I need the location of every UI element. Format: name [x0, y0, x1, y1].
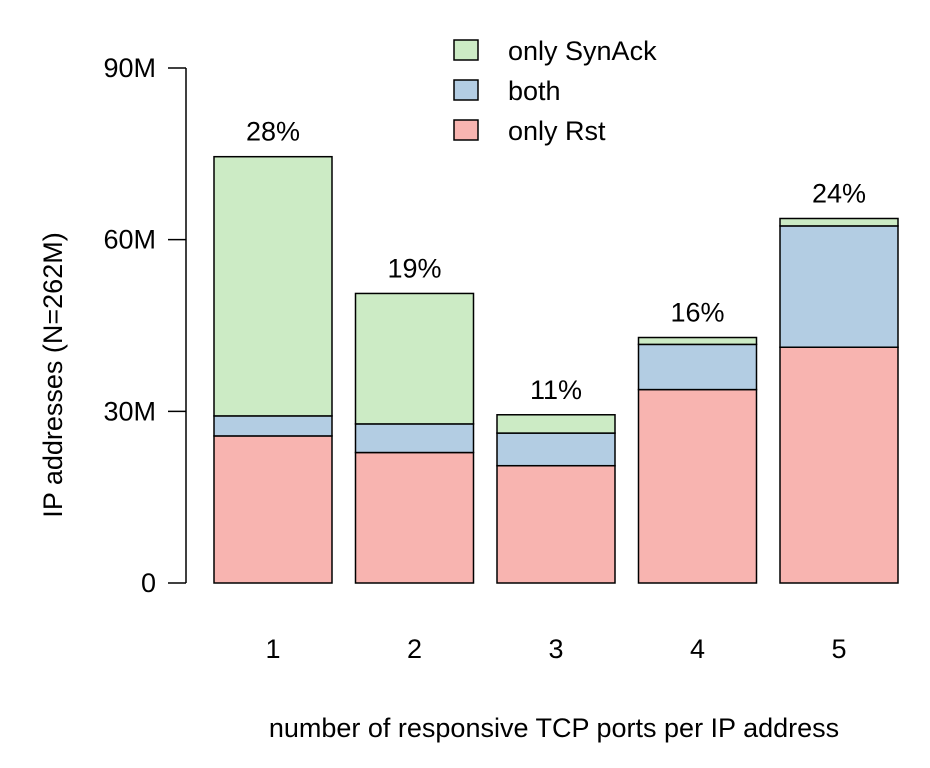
legend: only SynAck both only Rst	[453, 36, 657, 146]
bar-segment-only-synack	[496, 414, 616, 434]
bar-percentage-label: 11%	[530, 375, 582, 405]
x-tick-label: 5	[831, 634, 846, 664]
legend-label-both: both	[508, 76, 561, 106]
legend-swatch-only-rst	[453, 119, 479, 141]
bar-percentage-label: 28%	[246, 117, 300, 147]
bar-segment-only-synack	[637, 336, 758, 346]
y-tick-label: 90M	[103, 53, 156, 83]
x-tick-label: 4	[690, 634, 705, 664]
y-axis: 0 30M 60M 90M	[103, 53, 187, 598]
x-tick-labels: 1 2 3 4 5	[265, 634, 846, 664]
bar-segment-only-rst	[354, 451, 475, 584]
bar-segment-only-synack	[354, 292, 475, 425]
y-tick-label: 0	[141, 568, 156, 598]
legend-label-only-synack: only SynAck	[508, 36, 657, 66]
legend-swatch-both	[453, 79, 479, 101]
bar-percentage-label: 16%	[670, 298, 724, 328]
bar-percentage-label: 24%	[812, 178, 866, 208]
y-axis-title: IP addresses (N=262M)	[38, 232, 68, 517]
bar-segment-both	[354, 423, 475, 454]
bar-segment-only-rst	[779, 346, 899, 584]
y-tick-label: 30M	[103, 396, 156, 426]
bar-segment-only-rst	[213, 435, 333, 584]
legend-swatch-only-synack	[453, 39, 479, 61]
legend-label-only-rst: only Rst	[508, 116, 606, 146]
bar-segment-only-rst	[637, 388, 758, 584]
bar-segment-only-synack	[213, 155, 333, 417]
bars	[213, 155, 899, 584]
x-tick-label: 2	[407, 634, 422, 664]
bar-segment-both	[213, 415, 333, 437]
x-tick-label: 3	[548, 634, 563, 664]
bar-segment-both	[496, 432, 616, 467]
bar-percentage-label: 19%	[387, 253, 441, 283]
x-tick-label: 1	[265, 634, 280, 664]
bar-segment-both	[779, 225, 899, 348]
y-tick-label: 60M	[103, 225, 156, 255]
bar-segment-both	[637, 343, 758, 391]
bar-percentage-labels: 28% 19% 11% 16% 24%	[246, 117, 866, 405]
bar-segment-only-synack	[779, 217, 899, 227]
x-axis-title: number of responsive TCP ports per IP ad…	[269, 713, 839, 743]
bar-segment-only-rst	[496, 464, 616, 584]
